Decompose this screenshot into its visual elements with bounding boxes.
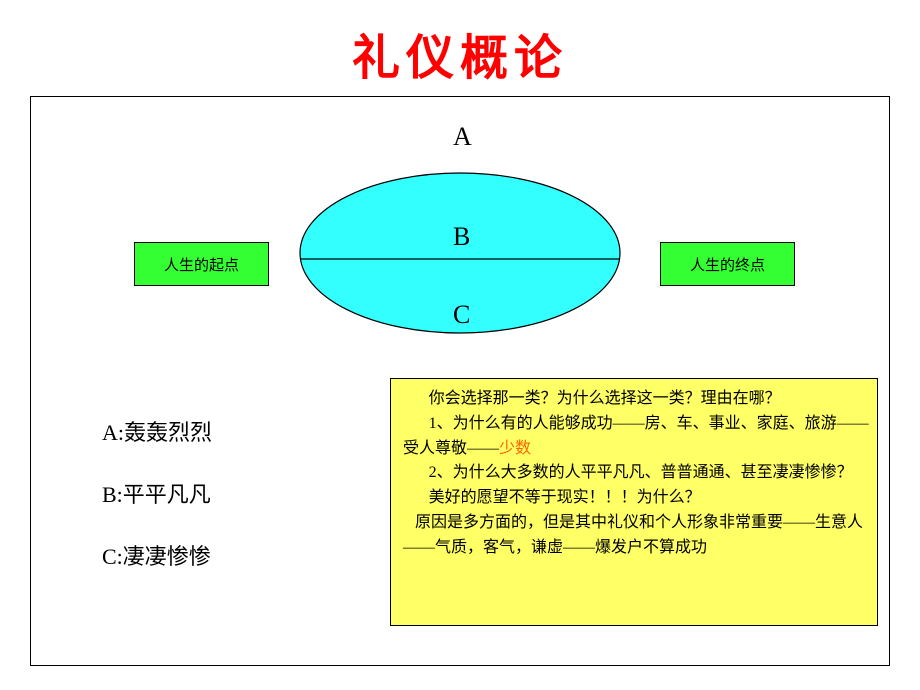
option-b: B:平平凡凡 [102, 477, 212, 509]
options-list: A:轰轰烈烈 B:平平凡凡 C:凄凄惨惨 [102, 415, 212, 601]
page-title: 礼仪概论 [0, 0, 920, 88]
end-box: 人生的终点 [660, 242, 795, 286]
note-line1: 你会选择那一类？为什么选择这一类？理由在哪？ [403, 387, 869, 412]
label-c: C [453, 300, 470, 330]
option-c: C:凄凄惨惨 [102, 539, 212, 571]
end-box-label: 人生的终点 [690, 254, 765, 275]
start-box: 人生的起点 [134, 242, 269, 286]
label-b: B [453, 222, 470, 252]
note-line5: 原因是多方面的，但是其中礼仪和个人形象非常重要——生意人——气质，客气，谦虚——… [403, 511, 869, 561]
note-line3: 2、为什么大多数的人平平凡凡、普普通通、甚至凄凄惨惨？ [403, 461, 869, 486]
note-line2: 1、为什么有的人能够成功——房、车、事业、家庭、旅游——受人尊敬——少数 [403, 412, 869, 462]
note-highlight: 少数 [499, 440, 531, 457]
note-box: 你会选择那一类？为什么选择这一类？理由在哪？ 1、为什么有的人能够成功——房、车… [390, 378, 878, 626]
note-line2a: 1、为什么有的人能够成功——房、车、事业、家庭、旅游——受人尊敬—— [403, 415, 869, 457]
label-a: A [453, 122, 472, 152]
note-line4: 美好的愿望不等于现实！！！为什么？ [403, 486, 869, 511]
start-box-label: 人生的起点 [164, 254, 239, 275]
option-a: A:轰轰烈烈 [102, 415, 212, 447]
